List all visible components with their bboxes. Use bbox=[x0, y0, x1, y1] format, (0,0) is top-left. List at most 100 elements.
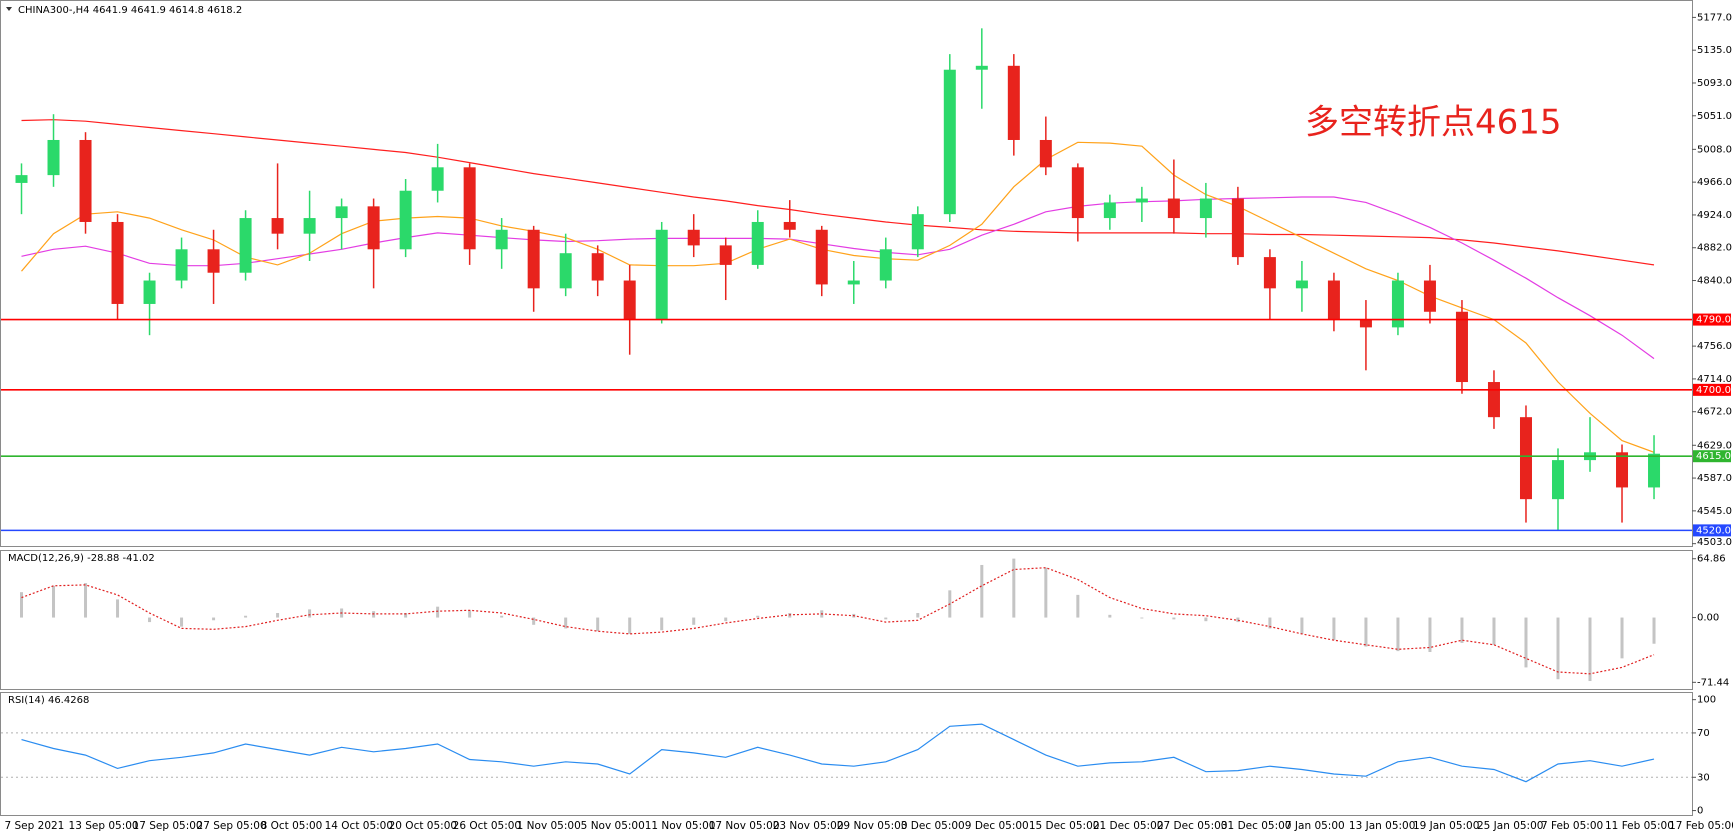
x-tick-label: 7 Sep 2021 bbox=[5, 820, 65, 832]
candle-body bbox=[1135, 198, 1148, 203]
rsi-panel bbox=[0, 692, 1693, 816]
candle-body bbox=[943, 69, 956, 215]
macd-title: MACD(12,26,9) -28.88 -41.02 bbox=[8, 553, 155, 564]
macd-bar bbox=[660, 617, 664, 631]
candle-body bbox=[1423, 280, 1436, 312]
macd-bar bbox=[1204, 617, 1208, 622]
y-tick-label: 30 bbox=[1697, 772, 1710, 783]
y-tick-label: -71.44 bbox=[1697, 677, 1729, 688]
y-tick-label: 64.86 bbox=[1697, 554, 1726, 565]
candle-body bbox=[719, 245, 732, 265]
x-tick-label: 27 Sep 05:00 bbox=[197, 820, 267, 832]
candle-body bbox=[1359, 319, 1372, 328]
moving-average bbox=[21, 196, 1655, 360]
macd-bar bbox=[1076, 594, 1080, 618]
x-tick-label: 15 Dec 05:00 bbox=[1029, 820, 1100, 832]
x-tick-label: 27 Dec 05:00 bbox=[1157, 820, 1228, 832]
x-tick-label: 11 Feb 05:00 bbox=[1605, 820, 1674, 832]
macd-bar bbox=[1428, 617, 1432, 653]
level-label: 4520.0 bbox=[1696, 525, 1731, 536]
macd-bar bbox=[20, 592, 24, 618]
level-label-box bbox=[1693, 383, 1731, 396]
candle-body bbox=[879, 249, 892, 281]
x-tick-label: 21 Dec 05:00 bbox=[1093, 820, 1164, 832]
y-tick-label: 5008.0 bbox=[1697, 144, 1732, 155]
candle-body bbox=[591, 253, 604, 281]
candle-body bbox=[1007, 65, 1020, 140]
macd-bar bbox=[1044, 567, 1048, 618]
macd-bar bbox=[756, 615, 760, 618]
y-tick-label: 4756.0 bbox=[1697, 341, 1732, 352]
macd-bar bbox=[1172, 617, 1176, 620]
rsi-title: RSI(14) 46.4268 bbox=[8, 695, 89, 706]
candle-body bbox=[143, 280, 156, 304]
candle-body bbox=[815, 229, 828, 285]
candle-body bbox=[1455, 311, 1468, 383]
candle-body bbox=[1487, 382, 1500, 418]
macd-bar bbox=[628, 617, 632, 634]
candle-body bbox=[1551, 460, 1564, 500]
x-tick-label: 13 Jan 05:00 bbox=[1349, 820, 1415, 832]
y-tick-label: 0 bbox=[1697, 806, 1703, 817]
candle-body bbox=[47, 139, 60, 176]
candle-body bbox=[495, 229, 508, 250]
candle-body bbox=[975, 65, 988, 70]
moving-average bbox=[21, 119, 1655, 266]
level-label-box bbox=[1693, 313, 1731, 326]
x-tick-label: 17 Feb 05:00 bbox=[1669, 820, 1733, 832]
y-tick-label: 5177.0 bbox=[1697, 12, 1732, 23]
macd-bar bbox=[180, 617, 184, 627]
candle-body bbox=[111, 221, 124, 304]
x-tick-label: 14 Oct 05:00 bbox=[325, 820, 393, 832]
macd-bar bbox=[212, 617, 216, 621]
x-tick-label: 19 Jan 05:00 bbox=[1413, 820, 1479, 832]
rsi-line bbox=[21, 723, 1655, 783]
macd-bar bbox=[148, 617, 152, 623]
macd-bar bbox=[1652, 617, 1656, 644]
y-tick-label: 4503.0 bbox=[1697, 537, 1732, 548]
macd-bar bbox=[404, 613, 408, 618]
macd-bar bbox=[1012, 558, 1016, 618]
candle-body bbox=[751, 221, 764, 265]
candle-body bbox=[623, 280, 636, 320]
candle-body bbox=[1071, 167, 1084, 219]
candle-body bbox=[1519, 417, 1532, 500]
x-tick-label: 17 Sep 05:00 bbox=[133, 820, 203, 832]
y-tick-label: 4672.0 bbox=[1697, 407, 1732, 418]
y-tick-label: 70 bbox=[1697, 728, 1710, 739]
candle-body bbox=[79, 139, 92, 222]
candle-body bbox=[463, 167, 476, 250]
y-tick-label: 4545.0 bbox=[1697, 506, 1732, 517]
macd-bar bbox=[84, 583, 88, 618]
x-tick-label: 7 Feb 05:00 bbox=[1541, 820, 1603, 832]
candle-body bbox=[655, 229, 668, 320]
candle-body bbox=[207, 249, 220, 273]
menu-arrow bbox=[6, 7, 12, 11]
x-tick-label: 3 Dec 05:00 bbox=[901, 820, 965, 832]
y-tick-label: 4587.0 bbox=[1697, 473, 1732, 484]
level-label: 4790.0 bbox=[1696, 315, 1731, 326]
macd-bar bbox=[468, 610, 472, 618]
macd-bar bbox=[276, 613, 280, 618]
macd-bar bbox=[724, 617, 728, 622]
candle-body bbox=[527, 229, 540, 289]
macd-bar bbox=[1396, 617, 1400, 652]
macd-bar bbox=[564, 617, 568, 629]
x-tick-label: 1 Nov 05:00 bbox=[517, 820, 581, 832]
candle-body bbox=[399, 190, 412, 250]
macd-bar bbox=[52, 585, 56, 618]
annotation: 多空转折点4615 bbox=[1305, 103, 1562, 143]
candle-body bbox=[911, 214, 924, 250]
main-panel bbox=[0, 0, 1693, 547]
macd-bar bbox=[884, 617, 888, 620]
candle-body bbox=[271, 218, 284, 234]
candle-body bbox=[1295, 280, 1308, 289]
level-label: 4700.0 bbox=[1696, 385, 1731, 396]
macd-bar bbox=[916, 613, 920, 618]
macd-bar bbox=[308, 609, 312, 618]
level-label: 4615.0 bbox=[1696, 451, 1731, 462]
candle-body bbox=[15, 175, 28, 183]
chart-title: CHINA300-,H4 4641.9 4641.9 4614.8 4618.2 bbox=[18, 5, 242, 16]
macd-bar bbox=[500, 615, 504, 618]
moving-average bbox=[21, 141, 1655, 453]
